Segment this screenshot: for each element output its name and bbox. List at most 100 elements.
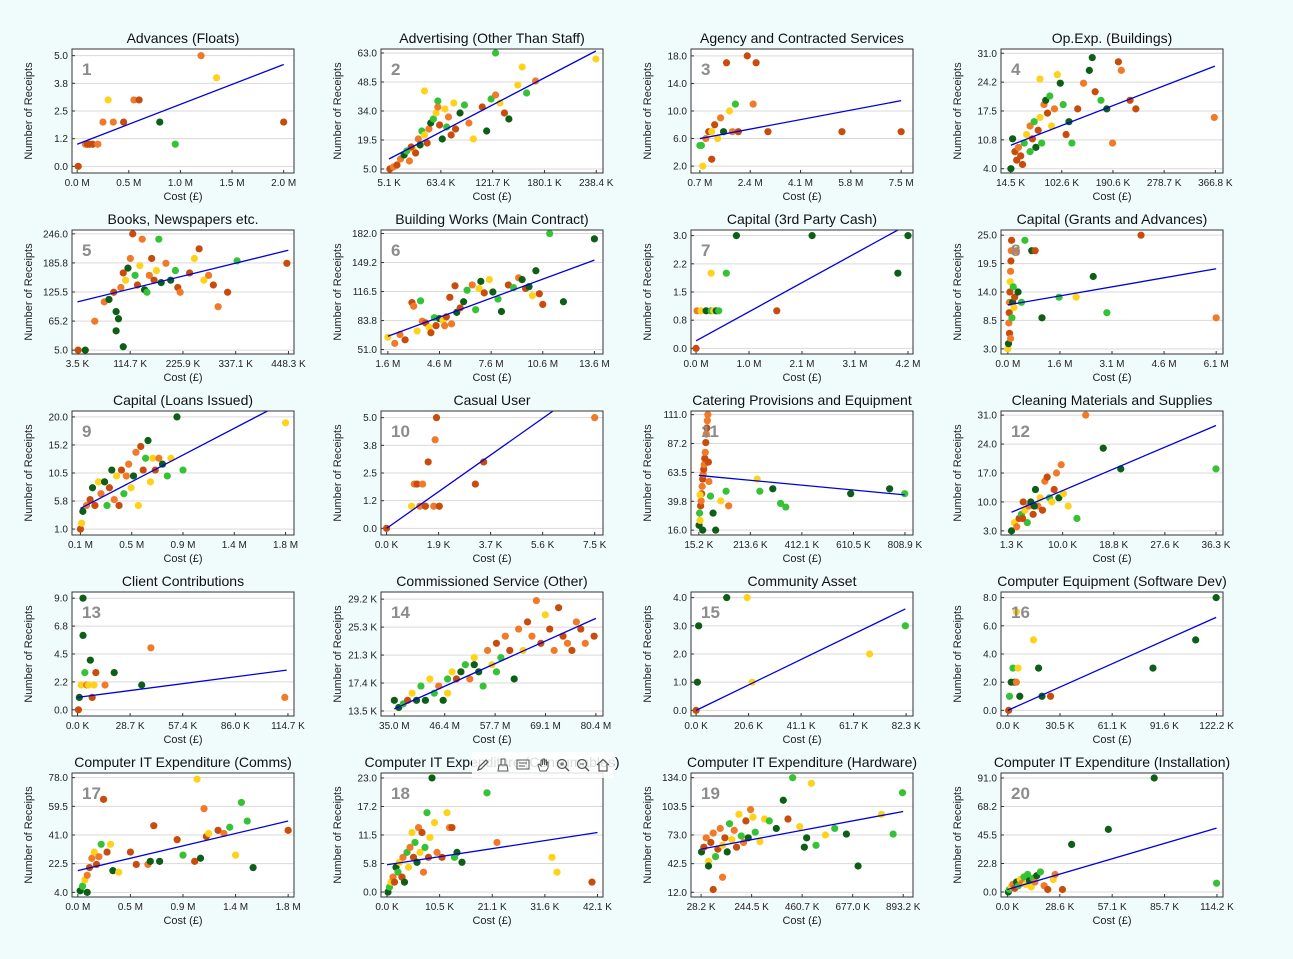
y-tick-label: 6.0 — [673, 134, 687, 145]
data-point — [428, 774, 436, 782]
y-tick-label: 4.0 — [54, 888, 68, 899]
data-point — [200, 276, 208, 284]
x-tick-label: 15.2 K — [684, 540, 713, 551]
data-point — [433, 848, 441, 856]
data-point — [1029, 510, 1037, 518]
y-tick-label: 18.0 — [668, 51, 688, 62]
data-point — [1007, 236, 1016, 244]
data-point — [1058, 885, 1067, 894]
zoom-out-icon[interactable] — [574, 756, 592, 774]
x-tick-label: 460.7 K — [785, 902, 820, 913]
points-group — [1005, 594, 1220, 714]
plot-frame — [690, 229, 914, 355]
data-point — [901, 490, 909, 498]
data-point — [126, 254, 134, 263]
data-point — [523, 89, 531, 97]
subplot-title: Advances (Floats) — [127, 30, 240, 46]
data-point — [591, 414, 599, 422]
data-point — [441, 322, 449, 330]
y-tick-label: 83.8 — [358, 316, 378, 327]
data-point — [752, 59, 760, 67]
data-point — [1022, 130, 1031, 139]
data-point — [765, 817, 773, 825]
data-point — [723, 594, 731, 602]
data-point — [146, 478, 155, 486]
subplot-title: Op.Exp. (Buildings) — [1052, 30, 1173, 46]
x-tick-label: 57.4 K — [168, 721, 197, 732]
data-point — [419, 480, 427, 488]
data-point — [722, 487, 730, 495]
data-point — [432, 414, 441, 422]
data-point — [109, 118, 117, 126]
y-tick-label: 2.5 — [363, 469, 377, 480]
y-tick-label: 0.0 — [363, 524, 377, 535]
data-point — [702, 307, 710, 315]
plot-frame — [690, 591, 914, 717]
y-axis-label: Number of Receipts — [952, 786, 964, 884]
data-point — [1036, 868, 1045, 876]
data-point — [1089, 272, 1097, 281]
data-point — [492, 668, 501, 676]
x-tick-label: 2.0 M — [271, 178, 296, 189]
home-icon[interactable] — [594, 756, 612, 774]
subplot-12: 3.0 10.0 17.0 24.0 31.0 1.3 K 10.0 K 18.8 K 27.6… — [952, 392, 1231, 565]
data-point — [410, 302, 418, 310]
data-point — [1050, 105, 1059, 113]
x-tick-label: 0.5 M — [116, 178, 141, 189]
y-tick-label: 4.0 — [983, 164, 997, 175]
x-tick-label: 27.6 K — [1150, 540, 1179, 551]
data-point — [1019, 498, 1027, 506]
zoom-in-icon[interactable] — [554, 756, 572, 774]
data-point — [99, 795, 108, 803]
y-tick-label: 5.0 — [363, 413, 377, 424]
data-point — [95, 853, 103, 861]
edit-icon[interactable] — [474, 756, 492, 774]
y-tick-label: 103.5 — [662, 802, 687, 813]
y-tick-label: 20.0 — [49, 412, 69, 423]
data-point — [711, 853, 720, 861]
data-point — [1010, 303, 1018, 312]
pan-icon[interactable] — [534, 756, 552, 774]
data-point — [83, 888, 91, 896]
data-point — [705, 477, 713, 486]
y-tick-label: 3.0 — [673, 231, 687, 242]
data-point — [1046, 692, 1055, 700]
data-point — [693, 678, 701, 686]
x-tick-label: 4.1 M — [788, 178, 813, 189]
data-point — [1024, 870, 1032, 879]
data-point — [416, 848, 424, 856]
data-point — [725, 107, 734, 115]
y-axis-label: Number of Receipts — [642, 62, 654, 160]
x-tick-label: 180.1 K — [527, 178, 562, 189]
x-tick-label: 2.1 M — [789, 359, 814, 370]
data-point — [697, 307, 705, 315]
subplot-title: Community Asset — [748, 573, 857, 589]
data-point — [114, 315, 123, 323]
data-point — [141, 454, 150, 462]
data-point — [706, 492, 715, 500]
subplot-number: 4 — [1011, 60, 1021, 79]
subplot-number: 13 — [82, 603, 101, 622]
points-group — [1007, 53, 1218, 173]
data-point — [568, 646, 576, 655]
subplot-number: 2 — [391, 60, 400, 79]
data-point — [1014, 664, 1022, 672]
data-point — [171, 266, 180, 275]
y-tick-label: 15.2 — [49, 440, 69, 451]
x-tick-label: 1.0 M — [168, 178, 193, 189]
x-axis-label: Cost (£) — [1092, 915, 1131, 927]
data-point — [171, 140, 179, 148]
y-tick-label: 0.0 — [983, 706, 997, 717]
x-tick-label: 121.7 K — [475, 178, 510, 189]
data-point — [737, 832, 745, 840]
x-axis-label: Cost (£) — [163, 734, 202, 746]
data-point — [491, 49, 500, 57]
data-point — [1006, 288, 1014, 296]
datatip-icon[interactable] — [514, 756, 532, 774]
data-point — [461, 661, 469, 669]
x-axis-label: Cost (£) — [782, 734, 821, 746]
y-tick-label: 0.0 — [983, 887, 997, 898]
brush-icon[interactable] — [494, 756, 512, 774]
subplot-title: Building Works (Main Contract) — [395, 211, 588, 227]
data-point — [1050, 485, 1058, 494]
